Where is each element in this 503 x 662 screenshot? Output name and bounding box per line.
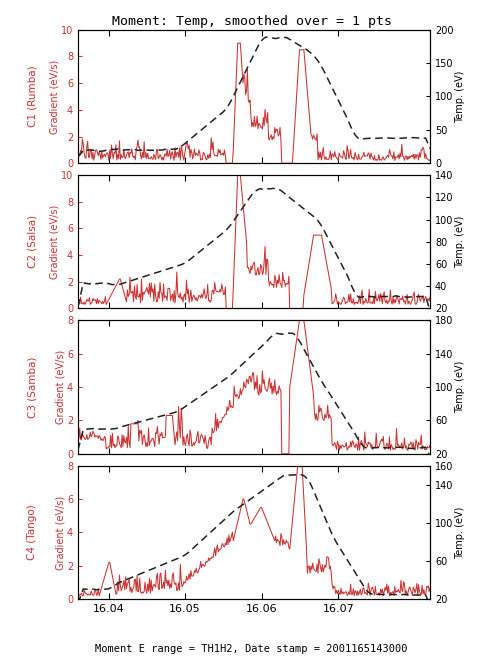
- Y-axis label: Temp. (eV): Temp. (eV): [455, 70, 465, 122]
- Text: C3 (Samba): C3 (Samba): [27, 356, 37, 418]
- Y-axis label: Gradient (eV/s): Gradient (eV/s): [55, 495, 65, 569]
- Text: C2 (Salsa): C2 (Salsa): [27, 215, 37, 268]
- Text: Moment E range = TH1H2, Date stamp = 2001165143000: Moment E range = TH1H2, Date stamp = 200…: [95, 644, 408, 654]
- Text: C4 (Tango): C4 (Tango): [27, 504, 37, 560]
- Y-axis label: Temp. (eV): Temp. (eV): [455, 506, 465, 559]
- Y-axis label: Gradient (eV/s): Gradient (eV/s): [49, 60, 59, 134]
- Text: Moment: Temp, smoothed over = 1 pts: Moment: Temp, smoothed over = 1 pts: [112, 15, 391, 28]
- Text: C1 (Rumba): C1 (Rumba): [27, 66, 37, 127]
- Y-axis label: Temp. (eV): Temp. (eV): [455, 216, 465, 268]
- Y-axis label: Temp. (eV): Temp. (eV): [455, 361, 465, 413]
- Y-axis label: Gradient (eV/s): Gradient (eV/s): [49, 205, 59, 279]
- Y-axis label: Gradient (eV/s): Gradient (eV/s): [55, 350, 65, 424]
